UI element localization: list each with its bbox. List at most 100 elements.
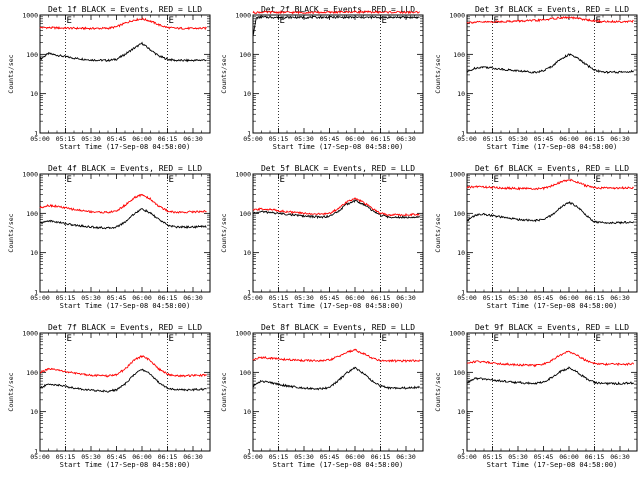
x-tick-label: 06:00 (345, 294, 365, 302)
marker-flag-letter: E (67, 334, 72, 344)
x-tick-label: 06:15 (585, 135, 605, 143)
events-series-line (39, 368, 207, 393)
y-tick-label: 10 (243, 249, 251, 257)
x-tick-label: 05:00 (457, 453, 477, 461)
events-series-line (252, 15, 420, 37)
x-tick-label: 06:15 (371, 453, 391, 461)
y-tick-label: 100 (26, 51, 38, 59)
x-tick-label: 06:15 (371, 294, 391, 302)
y-tick-label: 10 (457, 408, 465, 416)
lld-series-line (252, 348, 421, 363)
x-tick-label: 05:00 (30, 294, 50, 302)
x-tick-label: 05:30 (294, 135, 314, 143)
x-tick-label: 05:00 (243, 135, 263, 143)
chart-title: Det 5f BLACK = Events, RED = LLD (261, 164, 415, 173)
plot-frame (252, 14, 424, 134)
x-tick-label: 06:15 (158, 294, 178, 302)
x-axis-label: Start Time (17-Sep-08 04:58:00) (60, 461, 191, 469)
y-tick-label: 10 (30, 90, 38, 98)
x-tick-label: 05:15 (483, 135, 503, 143)
y-tick-label: 10 (243, 90, 251, 98)
y-tick-label: 10 (457, 90, 465, 98)
chart-title: Det 3f BLACK = Events, RED = LLD (475, 5, 629, 14)
marker-flag-letter: E (169, 16, 174, 26)
events-series-line (39, 41, 207, 63)
x-tick-label: 06:15 (158, 453, 178, 461)
x-axis-label: Start Time (17-Sep-08 04:58:00) (60, 302, 191, 310)
plot-frame (252, 332, 424, 452)
x-tick-label: 06:30 (183, 294, 203, 302)
y-tick-label: 1000 (449, 330, 465, 338)
y-tick-label: 1 (34, 448, 38, 456)
x-tick-label: 06:00 (345, 453, 365, 461)
x-tick-label: 06:30 (610, 294, 630, 302)
x-axis-label: Start Time (17-Sep-08 04:58:00) (273, 302, 404, 310)
y-axis-label: Counts/sec (7, 54, 15, 93)
x-tick-label: 05:15 (269, 453, 289, 461)
y-tick-label: 1000 (235, 12, 251, 20)
y-tick-label: 100 (239, 51, 251, 59)
x-tick-label: 06:15 (585, 453, 605, 461)
x-tick-label: 05:00 (457, 135, 477, 143)
x-tick-label: 06:30 (610, 453, 630, 461)
y-tick-label: 100 (453, 369, 465, 377)
marker-flag-letter: E (280, 16, 285, 26)
y-tick-label: 10 (243, 408, 251, 416)
x-tick-label: 06:00 (132, 294, 152, 302)
x-tick-label: 05:45 (107, 453, 127, 461)
chart-title: Det 8f BLACK = Events, RED = LLD (261, 323, 415, 332)
y-tick-label: 10 (30, 408, 38, 416)
x-tick-label: 05:45 (320, 453, 340, 461)
x-tick-label: 06:15 (158, 135, 178, 143)
marker-flag-letter: E (169, 334, 174, 344)
y-tick-label: 1000 (449, 171, 465, 179)
events-series-line (252, 366, 420, 391)
x-tick-label: 05:15 (269, 294, 289, 302)
plot-frame (466, 332, 638, 452)
marker-flag-letter: E (280, 175, 285, 185)
events-series-line (39, 207, 207, 230)
y-tick-label: 1000 (235, 330, 251, 338)
y-tick-label: 1000 (22, 171, 38, 179)
marker-flag-letter: E (494, 175, 499, 185)
marker-flag-letter: E (382, 175, 387, 185)
events-series-line (466, 366, 634, 386)
events-series-line (252, 198, 420, 220)
y-tick-label: 1 (247, 130, 251, 138)
y-tick-label: 100 (453, 210, 465, 218)
lld-series-line (39, 355, 207, 378)
y-tick-label: 1 (247, 448, 251, 456)
lld-series-line (466, 178, 634, 191)
x-tick-label: 06:00 (559, 135, 579, 143)
x-tick-label: 05:15 (56, 135, 76, 143)
x-tick-label: 05:45 (107, 294, 127, 302)
x-tick-label: 05:45 (534, 294, 554, 302)
lld-series-line (466, 16, 634, 24)
y-tick-label: 1 (461, 448, 465, 456)
y-axis-label: Counts/sec (434, 54, 442, 93)
x-tick-label: 06:30 (610, 135, 630, 143)
plot-frame (252, 173, 424, 293)
y-tick-label: 100 (453, 51, 465, 59)
marker-flag-letter: E (382, 16, 387, 26)
y-axis-label: Counts/sec (220, 54, 228, 93)
y-axis-label: Counts/sec (220, 372, 228, 411)
x-axis-label: Start Time (17-Sep-08 04:58:00) (273, 461, 404, 469)
x-tick-label: 05:00 (243, 453, 263, 461)
x-tick-label: 05:30 (81, 453, 101, 461)
plot-frame (39, 173, 211, 293)
marker-flag-letter: E (382, 334, 387, 344)
marker-flag-letter: E (169, 175, 174, 185)
x-tick-label: 05:45 (320, 135, 340, 143)
x-axis-label: Start Time (17-Sep-08 04:58:00) (487, 143, 618, 151)
y-tick-label: 1 (247, 289, 251, 297)
y-tick-label: 10 (457, 249, 465, 257)
x-tick-label: 05:45 (534, 453, 554, 461)
lld-series-line (39, 17, 207, 31)
y-tick-label: 1000 (22, 330, 38, 338)
y-tick-label: 100 (26, 369, 38, 377)
x-axis-label: Start Time (17-Sep-08 04:58:00) (60, 143, 191, 151)
chart-title: Det 7f BLACK = Events, RED = LLD (48, 323, 202, 332)
x-tick-label: 05:30 (508, 135, 528, 143)
y-tick-label: 1000 (22, 12, 38, 20)
